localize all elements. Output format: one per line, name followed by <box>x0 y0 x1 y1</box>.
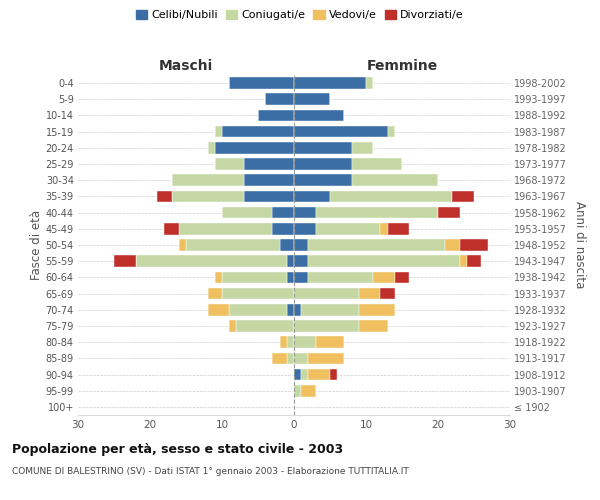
Bar <box>186 239 280 251</box>
Y-axis label: Anni di nascita: Anni di nascita <box>574 202 586 288</box>
Bar <box>294 174 352 186</box>
Bar <box>280 239 294 251</box>
Bar <box>244 190 294 202</box>
Bar <box>330 368 337 380</box>
Bar <box>272 352 287 364</box>
Bar <box>294 223 316 234</box>
Bar <box>359 304 395 316</box>
Bar <box>316 207 438 218</box>
Bar <box>467 256 481 267</box>
Bar <box>222 207 272 218</box>
Bar <box>157 190 172 202</box>
Bar <box>294 352 308 364</box>
Bar <box>215 158 244 170</box>
Y-axis label: Fasce di età: Fasce di età <box>29 210 43 280</box>
Bar <box>294 158 352 170</box>
Bar <box>388 126 395 138</box>
Bar <box>294 368 301 380</box>
Bar <box>287 256 294 267</box>
Bar <box>172 190 244 202</box>
Bar <box>208 304 229 316</box>
Text: Femmine: Femmine <box>367 58 437 72</box>
Text: COMUNE DI BALESTRINO (SV) - Dati ISTAT 1° gennaio 2003 - Elaborazione TUTTITALIA: COMUNE DI BALESTRINO (SV) - Dati ISTAT 1… <box>12 468 409 476</box>
Bar <box>308 352 344 364</box>
Bar <box>380 288 395 300</box>
Bar <box>373 272 395 283</box>
Bar <box>316 223 380 234</box>
Bar <box>294 320 359 332</box>
Bar <box>294 78 366 89</box>
Bar <box>438 207 460 218</box>
Bar <box>287 352 294 364</box>
Bar <box>445 239 460 251</box>
Bar <box>395 272 409 283</box>
Bar <box>114 256 136 267</box>
Bar <box>208 288 222 300</box>
Bar <box>294 110 344 122</box>
Bar <box>388 223 409 234</box>
Bar <box>222 126 294 138</box>
Bar <box>244 174 294 186</box>
Bar <box>308 256 460 267</box>
Bar <box>294 239 308 251</box>
Bar <box>380 223 388 234</box>
Bar <box>215 142 294 154</box>
Bar <box>352 158 402 170</box>
Bar <box>294 336 316 348</box>
Bar <box>236 320 294 332</box>
Bar <box>301 385 316 396</box>
Bar <box>265 94 294 105</box>
Bar <box>244 158 294 170</box>
Bar <box>294 304 301 316</box>
Bar <box>452 190 474 202</box>
Bar <box>258 110 294 122</box>
Bar <box>301 368 308 380</box>
Bar <box>294 288 359 300</box>
Bar <box>294 385 301 396</box>
Bar <box>359 288 380 300</box>
Bar <box>229 320 236 332</box>
Bar <box>308 368 330 380</box>
Bar <box>301 304 359 316</box>
Bar <box>164 223 179 234</box>
Bar <box>294 256 308 267</box>
Bar <box>136 256 287 267</box>
Legend: Celibi/Nubili, Coniugati/e, Vedovi/e, Divorziati/e: Celibi/Nubili, Coniugati/e, Vedovi/e, Di… <box>132 6 468 25</box>
Bar <box>280 336 287 348</box>
Bar <box>366 78 373 89</box>
Bar <box>208 142 215 154</box>
Bar <box>287 272 294 283</box>
Bar <box>359 320 388 332</box>
Bar <box>308 239 445 251</box>
Bar <box>172 174 244 186</box>
Bar <box>294 126 388 138</box>
Bar <box>229 78 294 89</box>
Bar <box>330 190 452 202</box>
Bar <box>229 304 287 316</box>
Bar <box>287 304 294 316</box>
Bar <box>460 256 467 267</box>
Bar <box>294 142 352 154</box>
Bar <box>294 94 330 105</box>
Bar <box>215 126 222 138</box>
Text: Popolazione per età, sesso e stato civile - 2003: Popolazione per età, sesso e stato civil… <box>12 442 343 456</box>
Bar <box>287 336 294 348</box>
Bar <box>294 272 308 283</box>
Bar <box>308 272 373 283</box>
Bar <box>222 272 287 283</box>
Bar <box>294 207 316 218</box>
Bar <box>222 288 294 300</box>
Bar <box>460 239 488 251</box>
Text: Maschi: Maschi <box>159 58 213 72</box>
Bar <box>294 190 330 202</box>
Bar <box>272 207 294 218</box>
Bar <box>316 336 344 348</box>
Bar <box>272 223 294 234</box>
Bar <box>352 142 373 154</box>
Bar <box>179 239 186 251</box>
Bar <box>215 272 222 283</box>
Bar <box>352 174 438 186</box>
Bar <box>179 223 272 234</box>
